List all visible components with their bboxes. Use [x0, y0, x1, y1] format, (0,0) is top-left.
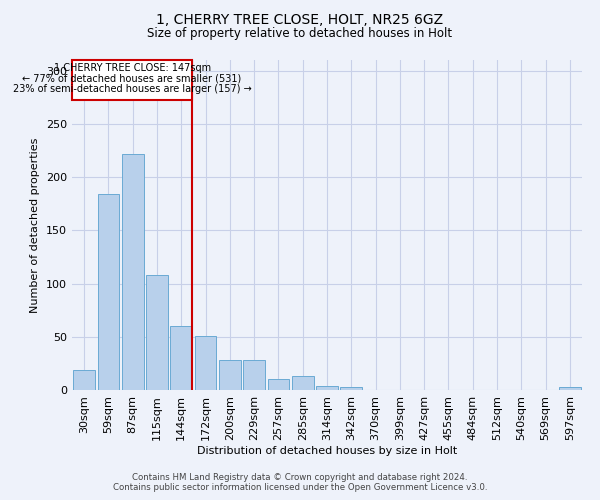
Text: Contains HM Land Registry data © Crown copyright and database right 2024.
Contai: Contains HM Land Registry data © Crown c… — [113, 473, 487, 492]
Bar — [292, 376, 314, 390]
Bar — [122, 154, 143, 390]
Bar — [268, 380, 289, 390]
Y-axis label: Number of detached properties: Number of detached properties — [31, 138, 40, 312]
Text: 1 CHERRY TREE CLOSE: 147sqm: 1 CHERRY TREE CLOSE: 147sqm — [53, 63, 211, 73]
Text: 23% of semi-detached houses are larger (157) →: 23% of semi-detached houses are larger (… — [13, 84, 251, 94]
Bar — [340, 387, 362, 390]
Bar — [219, 360, 241, 390]
Bar — [146, 275, 168, 390]
FancyBboxPatch shape — [72, 60, 192, 100]
X-axis label: Distribution of detached houses by size in Holt: Distribution of detached houses by size … — [197, 446, 457, 456]
Bar — [194, 336, 217, 390]
Bar — [316, 386, 338, 390]
Bar — [170, 326, 192, 390]
Bar — [73, 370, 95, 390]
Text: ← 77% of detached houses are smaller (531): ← 77% of detached houses are smaller (53… — [22, 74, 242, 84]
Bar — [243, 360, 265, 390]
Bar — [97, 194, 119, 390]
Text: 1, CHERRY TREE CLOSE, HOLT, NR25 6GZ: 1, CHERRY TREE CLOSE, HOLT, NR25 6GZ — [157, 12, 443, 26]
Text: Size of property relative to detached houses in Holt: Size of property relative to detached ho… — [148, 28, 452, 40]
Bar — [559, 387, 581, 390]
